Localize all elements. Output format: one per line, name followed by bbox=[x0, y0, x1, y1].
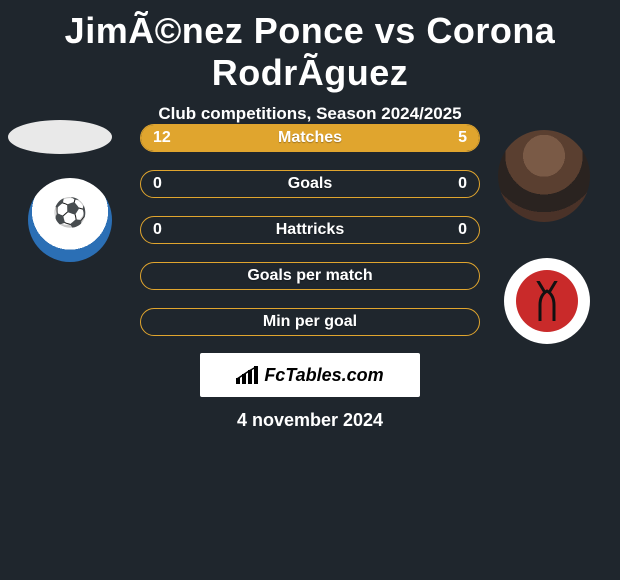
brand-text: FcTables.com bbox=[264, 365, 383, 386]
stat-row: 00Hattricks bbox=[140, 216, 480, 244]
stat-row: 125Matches bbox=[140, 124, 480, 152]
dog-icon bbox=[530, 281, 564, 321]
brand-badge: FcTables.com bbox=[200, 353, 420, 397]
club-crest-right bbox=[504, 258, 590, 344]
stat-label: Matches bbox=[141, 125, 479, 151]
page-title: JimÃ©nez Ponce vs Corona RodrÃ­guez bbox=[0, 0, 620, 94]
club-crest-right-inner bbox=[516, 270, 578, 332]
stat-row: Goals per match bbox=[140, 262, 480, 290]
stat-label: Goals per match bbox=[141, 263, 479, 289]
stat-label: Hattricks bbox=[141, 217, 479, 243]
stat-label: Goals bbox=[141, 171, 479, 197]
player-right-avatar bbox=[498, 130, 590, 222]
player-left-avatar bbox=[8, 120, 112, 154]
stats-list: 125Matches 00Goals 00Hattricks Goals per ma… bbox=[140, 124, 480, 354]
date-text: 4 november 2024 bbox=[0, 410, 620, 431]
stat-row: 00Goals bbox=[140, 170, 480, 198]
stat-label: Min per goal bbox=[141, 309, 479, 335]
subtitle: Club competitions, Season 2024/2025 bbox=[0, 104, 620, 124]
club-crest-left bbox=[28, 178, 112, 262]
bar-chart-icon bbox=[236, 366, 258, 384]
stat-row: Min per goal bbox=[140, 308, 480, 336]
